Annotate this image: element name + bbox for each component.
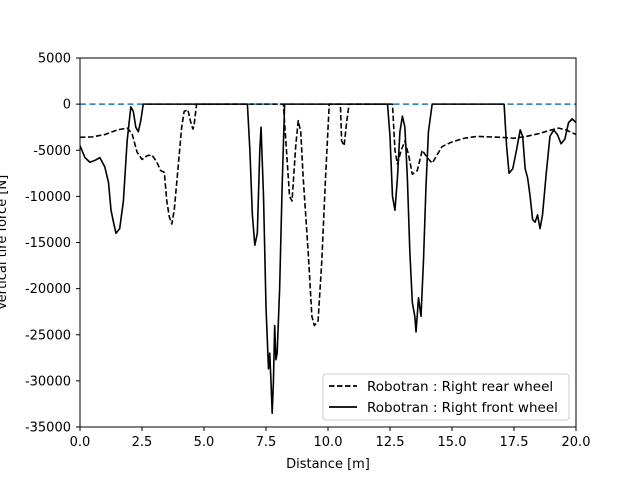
y-tick-label: -20000 (25, 282, 71, 297)
legend-label-front-wheel: Robotran : Right front wheel (367, 400, 558, 416)
legend-box (322, 373, 570, 421)
series-layer (80, 103, 576, 414)
y-axis-label: Vertical tire force [N] (0, 175, 10, 310)
y-tick-label: -25000 (25, 328, 71, 343)
x-tick-label: 7.5 (256, 435, 277, 450)
y-tick-label: -5000 (33, 144, 71, 159)
y-tick-label: -15000 (25, 236, 71, 251)
legend: Robotran : Right rear wheel Robotran : R… (322, 373, 570, 421)
x-tick-label: 15.0 (438, 435, 467, 450)
y-tick-label: -10000 (25, 190, 71, 205)
x-tick-label: 20.0 (562, 435, 591, 450)
legend-label-rear-wheel: Robotran : Right rear wheel (367, 379, 553, 395)
y-tick-label: 5000 (38, 52, 71, 67)
x-tick-label: 2.5 (132, 435, 153, 450)
x-tick-label: 17.5 (500, 435, 529, 450)
rear-wheel-series-line (80, 103, 576, 327)
x-tick-label: 0.0 (70, 435, 91, 450)
x-tick-label: 12.5 (376, 435, 405, 450)
front-wheel-series-line (80, 103, 576, 414)
y-tick-label: -30000 (25, 374, 71, 389)
ticks-layer: 0.0 2.5 5.0 7.5 10.0 12.5 15.0 17.5 20.0 5000 0 -50… (25, 52, 591, 451)
y-tick-label: 0 (63, 98, 71, 113)
y-tick-label: -35000 (25, 421, 71, 436)
x-axis-label: Distance [m] (286, 457, 370, 472)
x-tick-label: 10.0 (314, 435, 343, 450)
x-tick-label: 5.0 (194, 435, 215, 450)
